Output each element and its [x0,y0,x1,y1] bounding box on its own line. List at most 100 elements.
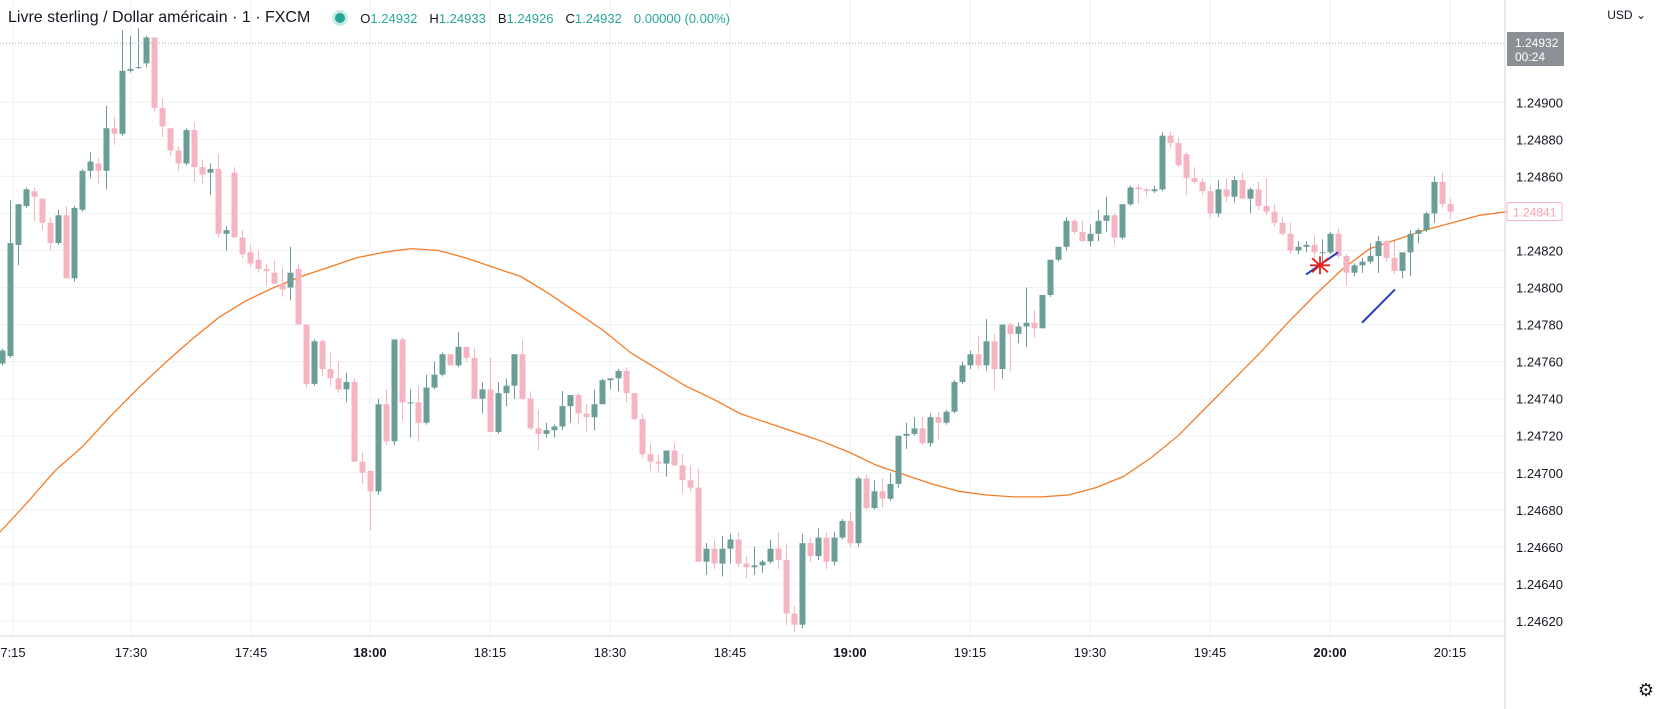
candle-down [631,393,638,420]
candle-up [343,382,350,390]
candle-up [607,378,614,381]
candle-down [1279,222,1286,234]
candle-down [639,419,646,455]
candle-down [1167,135,1174,144]
candle-up [727,539,734,549]
countdown-label: 00:24 [1515,50,1545,64]
candle-up [183,130,190,164]
candle-down [1007,324,1014,334]
grid-lines [0,0,1505,636]
ma-price-label-bg [1506,202,1563,222]
candle-down [63,215,70,279]
candle-up [1351,265,1358,273]
candle-down [935,417,942,423]
candle-down [471,357,478,399]
candle-down [247,252,254,264]
candle-down [711,548,718,564]
candle-up [1375,241,1382,257]
candle-up [959,365,966,383]
candle-down [743,563,750,568]
candle-up [855,478,862,544]
candle-up [1303,244,1310,247]
candle-up [511,354,518,386]
y-tick-label: 1.24660 [1516,540,1563,555]
candle-down [1199,181,1206,192]
candle-down [95,163,102,171]
candle-down [1391,257,1398,271]
candle-up [895,435,902,484]
y-tick-label: 1.24720 [1516,429,1563,444]
candle-down [239,237,246,255]
candle-up [719,548,726,564]
candle-up [1359,261,1366,266]
drawings-layer[interactable] [1305,251,1396,324]
candle-up [591,404,598,418]
candle-up [1399,252,1406,271]
candle-up [87,161,94,171]
ohlc-change: 0.00000 (0.00%) [633,10,730,26]
candle-down [447,354,454,366]
candle-up [1295,246,1302,251]
candle-up [815,537,822,557]
ohlc-high: H1.24933 [429,10,486,26]
gear-icon[interactable]: ⚙ [1637,680,1654,700]
currency-selector[interactable]: USD ⌄ [1607,8,1646,22]
candle-up [983,341,990,366]
y-tick-label: 1.24740 [1516,392,1563,407]
candle-down [1175,143,1182,166]
axes-layer: 1.24620 1.24640 1.24660 1.24680 1.24700 1.247… [0,0,1564,709]
candle-up [1023,322,1030,327]
y-tick-label: 1.24860 [1516,169,1563,184]
candle-up [703,548,710,562]
last-price-label: 1.24932 [1515,36,1559,50]
candle-up [1063,220,1070,247]
candle-up [1103,215,1110,221]
x-tick-label: 20:15 [1434,645,1467,660]
candle-down [415,402,422,423]
x-tick-label: 7:15 [0,645,25,660]
x-tick-label: 19:00 [833,645,866,660]
candle-up [207,168,214,173]
candle-up [495,393,502,433]
ma-price-label: 1.24841 [1513,206,1557,220]
candle-down [191,130,198,168]
candle-up [79,170,86,210]
candle-down [735,539,742,564]
candle-up [135,67,142,69]
x-tick-label: 18:00 [353,645,386,660]
candle-down [695,487,702,562]
candle-down [463,346,470,358]
candle-down [991,341,998,370]
candle-down [1111,215,1118,238]
candle-up [1159,135,1166,190]
candle-down [1447,204,1454,212]
candle-down [295,269,302,325]
candle-down [399,339,406,403]
candle-down [1439,181,1446,205]
ohlc-open: O1.24932 [360,10,418,26]
candle-up [1151,189,1158,192]
candle-down [111,128,118,134]
candle-up [1127,187,1134,205]
candle-down [383,404,390,442]
candle-down [527,398,534,429]
x-tick-label: 19:15 [954,645,987,660]
candle-up [455,346,462,366]
candle-down [1255,189,1262,207]
candle-up [599,380,606,405]
symbol-title[interactable]: Livre sterling / Dollar américain · 1 · … [8,9,311,26]
candle-down [199,167,206,175]
candle-down [975,354,982,366]
candle-down [575,394,582,414]
candle-up [887,483,894,499]
candle-up [1407,233,1414,253]
candle-up [479,389,486,399]
candle-down [1031,322,1038,329]
candle-down [1191,178,1198,182]
candle-up [567,394,574,407]
star-stroke [1311,257,1329,273]
candle-up [223,230,230,234]
candle-down [679,465,686,481]
candle-up [1015,326,1022,334]
